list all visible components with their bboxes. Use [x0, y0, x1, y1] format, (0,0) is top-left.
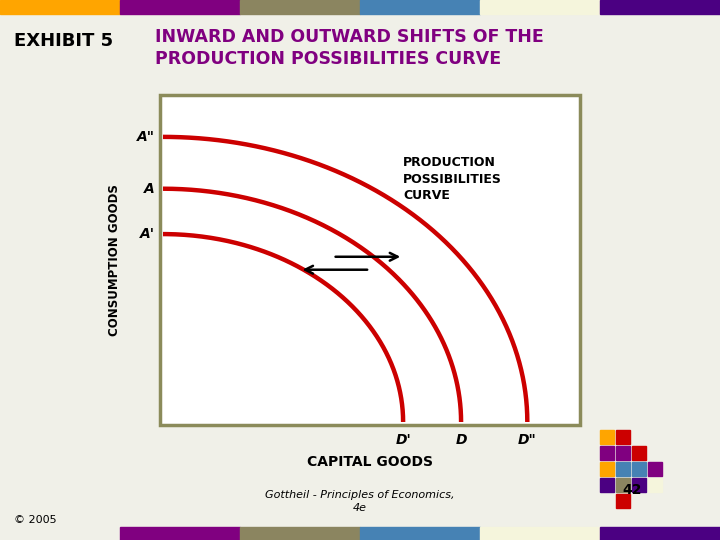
- Bar: [600, 478, 614, 492]
- Bar: [600, 0, 720, 14]
- Text: D': D': [395, 433, 411, 447]
- Bar: [160, 95, 580, 425]
- Bar: [600, 527, 720, 540]
- Bar: [480, 527, 600, 540]
- Bar: [360, 0, 480, 14]
- Bar: [0, 0, 120, 14]
- Bar: [240, 527, 360, 540]
- Text: CONSUMPTION GOODS: CONSUMPTION GOODS: [109, 184, 122, 336]
- Bar: [632, 478, 646, 492]
- Bar: [120, 527, 240, 540]
- Bar: [600, 446, 614, 460]
- Bar: [480, 0, 600, 14]
- Bar: [360, 527, 480, 540]
- Bar: [616, 446, 630, 460]
- Bar: [616, 462, 630, 476]
- Bar: [648, 462, 662, 476]
- Text: Gottheil - Principles of Economics,: Gottheil - Principles of Economics,: [265, 490, 455, 500]
- Text: INWARD AND OUTWARD SHIFTS OF THE
PRODUCTION POSSIBILITIES CURVE: INWARD AND OUTWARD SHIFTS OF THE PRODUCT…: [155, 28, 544, 68]
- Text: CAPITAL GOODS: CAPITAL GOODS: [307, 455, 433, 469]
- Text: A: A: [144, 182, 155, 195]
- Text: D": D": [518, 433, 536, 447]
- Text: EXHIBIT 5: EXHIBIT 5: [14, 32, 113, 50]
- Text: 4e: 4e: [353, 503, 367, 513]
- Text: A': A': [140, 227, 155, 241]
- Text: 42: 42: [622, 483, 642, 497]
- Bar: [648, 478, 662, 492]
- Bar: [616, 494, 630, 508]
- Text: PRODUCTION
POSSIBILITIES
CURVE: PRODUCTION POSSIBILITIES CURVE: [403, 156, 502, 202]
- Bar: [240, 0, 360, 14]
- Bar: [616, 478, 630, 492]
- Bar: [632, 462, 646, 476]
- Bar: [600, 430, 614, 444]
- Text: © 2005: © 2005: [14, 515, 57, 525]
- Bar: [600, 462, 614, 476]
- Bar: [616, 430, 630, 444]
- Text: D: D: [455, 433, 467, 447]
- Text: A": A": [137, 130, 155, 144]
- Bar: [632, 446, 646, 460]
- Bar: [120, 0, 240, 14]
